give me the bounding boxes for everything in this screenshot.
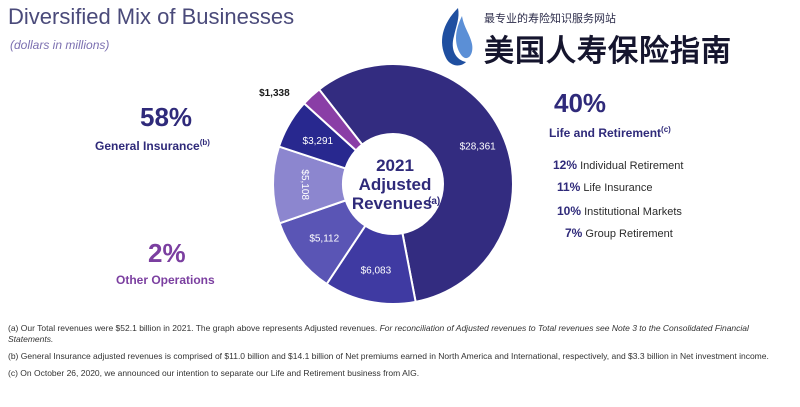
donut-slice-other-operations [302, 88, 364, 152]
footnote-c: (c) On October 26, 2020, we announced ou… [8, 368, 420, 378]
center-label-revenues: Revenues [352, 194, 432, 213]
slice-label-individual-retirement: $6,083 [361, 265, 392, 276]
slice-label-group-retirement: $3,291 [303, 136, 334, 147]
segment-life-insurance: 11% Life Insurance [557, 180, 653, 194]
general-insurance-pct: 58% [140, 102, 193, 132]
brand-watermark: 最专业的寿险知识服务网站 美国人寿保险指南 [432, 6, 792, 69]
page-title: Diversified Mix of Businesses [8, 4, 295, 29]
segment-group-retirement: 7% Group Retirement [565, 226, 673, 240]
segment-individual-retirement: 12% Individual Retirement [553, 158, 684, 172]
slice-label-general-insurance: $28,361 [460, 142, 497, 153]
general-insurance-label: General Insurance(b) [95, 138, 210, 153]
adjusted-revenues-donut-chart: $28,361 $6,083 $5,112 $5,108 $3,291 $1,338 20… [259, 63, 514, 305]
slice-label-other-operations: $1,338 [259, 88, 290, 99]
center-label-year: 2021 [376, 156, 414, 175]
donut-slice-general-insurance [317, 63, 514, 304]
brand-tagline: 最专业的寿险知识服务网站 [484, 12, 616, 25]
slice-label-life-insurance: $5,112 [309, 233, 339, 244]
slice-label-institutional-markets: $5,108 [299, 169, 310, 200]
page-subtitle: (dollars in millions) [10, 38, 110, 52]
footnote-a: (a) Our Total revenues were $52.1 billio… [8, 323, 749, 344]
brand-name: 美国人寿保险指南 [484, 34, 732, 69]
center-label-sup: (a) [428, 196, 440, 207]
footnotes: (a) Our Total revenues were $52.1 billio… [8, 323, 788, 385]
flame-logo-icon [442, 8, 473, 66]
other-operations-label: Other Operations [116, 273, 215, 287]
life-retirement-pct: 40% [554, 88, 607, 118]
footnote-b: (b) General Insurance adjusted revenues … [8, 351, 769, 361]
life-retirement-label: Life and Retirement(c) [549, 125, 671, 140]
segment-institutional-markets: 10% Institutional Markets [557, 204, 682, 218]
other-operations-pct: 2% [148, 238, 186, 268]
center-label-adjusted: Adjusted [359, 175, 432, 194]
